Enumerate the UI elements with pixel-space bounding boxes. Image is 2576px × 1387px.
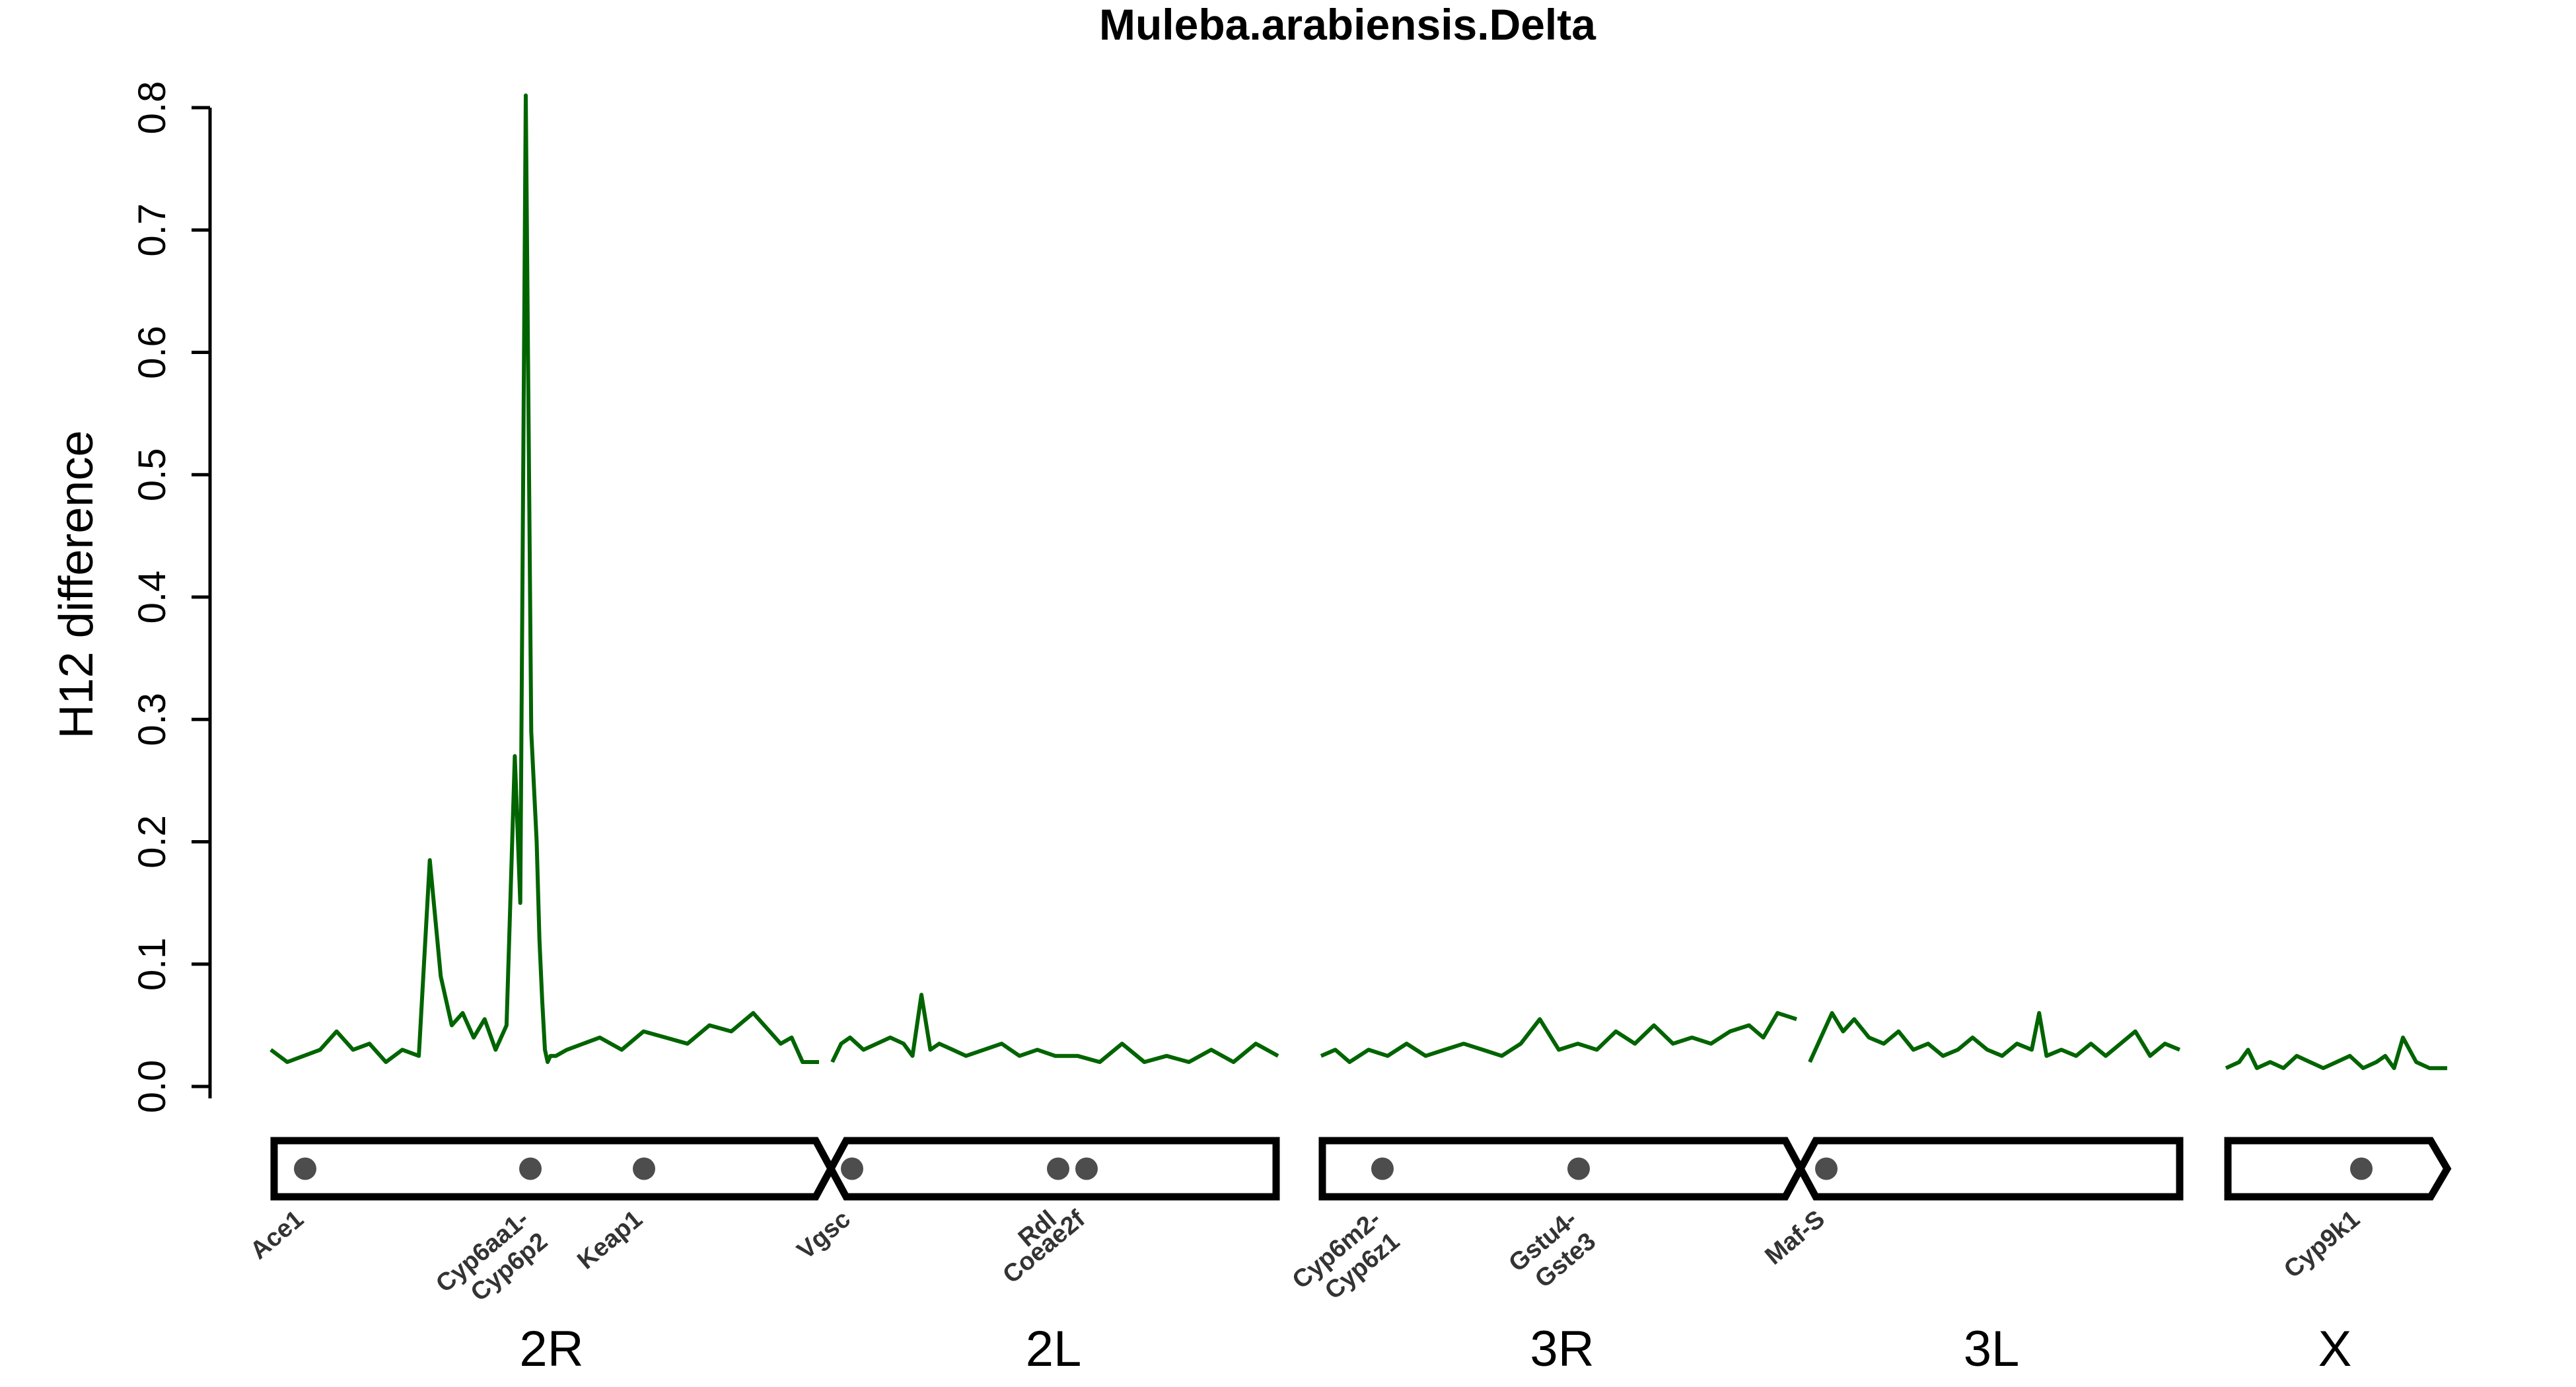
chromosome-arm-X — [2224, 1137, 2452, 1201]
chart-title: Muleba.arabiensis.Delta — [1099, 0, 1596, 49]
gene-dot-gstu4 — [1567, 1157, 1590, 1180]
gene-dot-coeae2f — [1075, 1157, 1098, 1180]
chromosome-arm-2L — [826, 1137, 1280, 1201]
y-tick-label-4: 0.4 — [131, 571, 174, 624]
chromosome-labels: 2R 2L 3R 3L X — [519, 1321, 2351, 1377]
series-line-3R — [1320, 1011, 1797, 1064]
gene-label-ace1: Ace1 — [245, 1205, 309, 1265]
gene-dot-cyp6aa1 — [519, 1157, 542, 1180]
y-tick-label-3: 0.3 — [131, 693, 174, 746]
gene-label-cyp6aa1: Cyp6aa1-Cyp6p2 — [431, 1205, 553, 1307]
chromosome-arm-3R — [1318, 1137, 1805, 1201]
gene-label-keap1: Keap1 — [572, 1205, 647, 1275]
gene-label-gstu4: Gstu4-Gste3 — [1504, 1205, 1601, 1294]
gene-label-line-vgsc-0: Vgsc — [792, 1205, 856, 1265]
series-line-X — [2225, 1035, 2447, 1071]
series-line-2R — [269, 93, 819, 1064]
gene-dot-ace1 — [294, 1157, 316, 1180]
chromosome-arm-2R — [270, 1137, 836, 1201]
y-tick-label-8: 0.8 — [131, 81, 174, 135]
gene-dot-rdl — [1047, 1157, 1069, 1180]
gene-dot-vgsc — [841, 1157, 863, 1180]
gene-dot-keap1 — [633, 1157, 655, 1180]
chromosome-label-2R: 2R — [519, 1321, 583, 1377]
gene-label-line-mafs-0: Maf-S — [1760, 1205, 1830, 1271]
chromosome-arm-3L — [1796, 1137, 2184, 1201]
series-line-3L — [1808, 1011, 2181, 1063]
gene-label-line-ace1-0: Ace1 — [245, 1205, 309, 1265]
gene-label-line-cyp9k1-0: Cyp9k1 — [2279, 1205, 2365, 1284]
series-layer — [269, 93, 2447, 1071]
y-tick-label-2: 0.2 — [131, 815, 174, 869]
series-line-2L — [830, 993, 1279, 1064]
gene-dot-cyp6m2 — [1371, 1157, 1394, 1180]
chromosome-label-2L: 2L — [1026, 1321, 1082, 1377]
y-tick-label-1: 0.1 — [131, 937, 174, 991]
gene-label-cyp9k1: Cyp9k1 — [2279, 1205, 2365, 1284]
y-tick-label-6: 0.6 — [131, 326, 174, 379]
chromosome-ideogram — [270, 1137, 2452, 1201]
y-tick-label-7: 0.7 — [131, 203, 174, 257]
gene-label-cyp6m2: Cyp6m2-Cyp6z1 — [1287, 1205, 1405, 1305]
y-axis-ticks: 0.0 0.1 0.2 0.3 0.4 0.5 0.6 0.7 0.8 — [131, 81, 210, 1114]
chromosome-label-3L: 3L — [1964, 1321, 2020, 1377]
gene-label-vgsc: Vgsc — [792, 1205, 856, 1265]
gene-label-line-keap1-0: Keap1 — [572, 1205, 647, 1275]
gene-dot-cyp9k1 — [2350, 1157, 2373, 1180]
y-tick-label-0: 0.0 — [131, 1060, 174, 1114]
chromosome-label-X: X — [2318, 1321, 2352, 1377]
y-tick-label-5: 0.5 — [131, 448, 174, 501]
chromosome-label-3R: 3R — [1530, 1321, 1594, 1377]
gene-label-mafs: Maf-S — [1760, 1205, 1830, 1271]
y-axis-label: H12 difference — [50, 431, 103, 739]
gene-dot-mafs — [1815, 1157, 1838, 1180]
